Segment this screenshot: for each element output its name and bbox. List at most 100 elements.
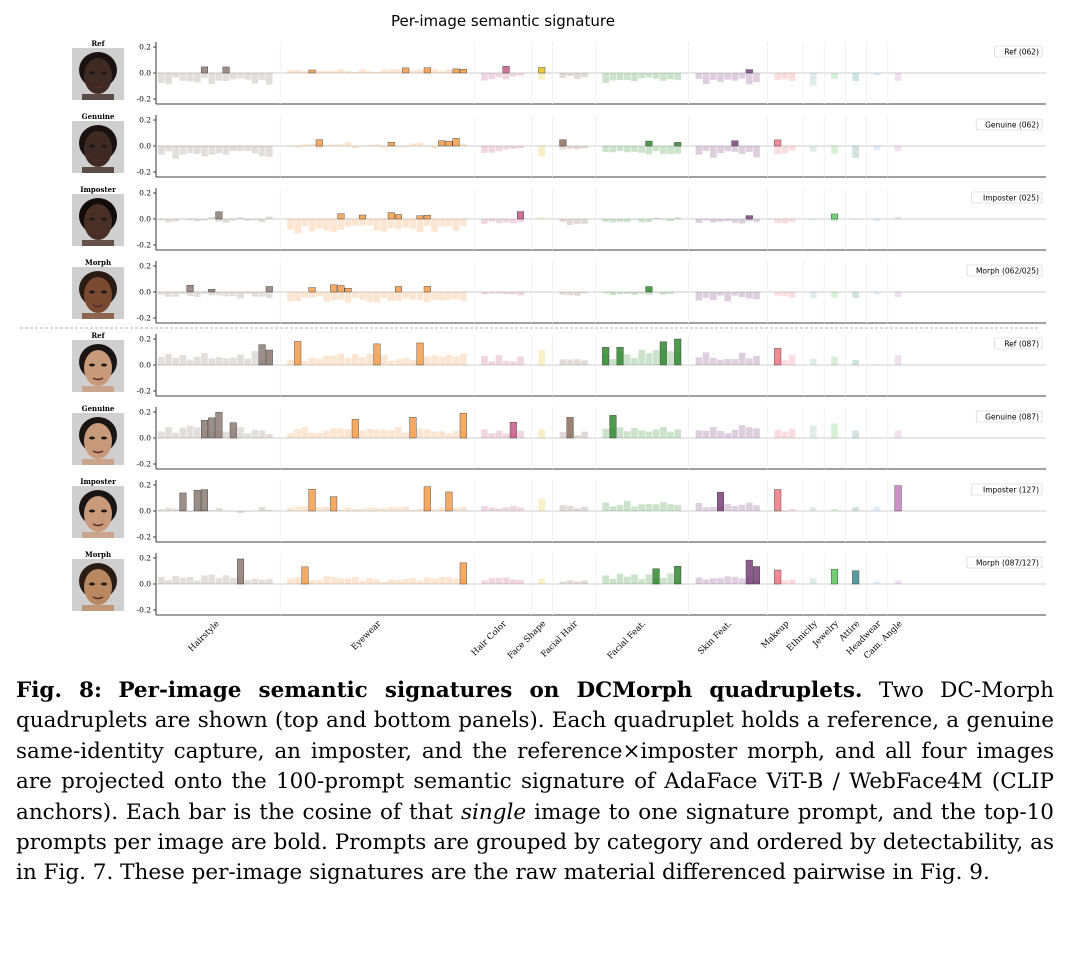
y-tick-label: -0.2 [137, 387, 152, 396]
signature-bar [746, 292, 753, 299]
signature-bar [738, 292, 746, 298]
signature-bar [616, 573, 624, 584]
signature-bar [731, 506, 739, 511]
signature-bar [287, 433, 294, 438]
caption-label: Fig. 8: [16, 678, 102, 703]
signature-bar [753, 355, 760, 365]
signature-bar [488, 73, 495, 79]
signature-bar [287, 578, 294, 584]
signature-bar [201, 353, 208, 365]
signature-bar [402, 146, 409, 148]
signature-bar [631, 427, 638, 438]
signature-bar [616, 427, 624, 438]
signature-bar [431, 146, 438, 149]
top10-bar [423, 67, 431, 74]
signature-bar [852, 73, 859, 81]
signature-bar [201, 73, 208, 78]
signature-bar [179, 355, 187, 365]
signature-bar [215, 578, 223, 584]
signature-bar [667, 573, 674, 584]
signature-bar [222, 431, 230, 438]
signature-bar [366, 354, 373, 365]
signature-bar [409, 577, 417, 584]
signature-bar [502, 577, 510, 584]
signature-bar [424, 219, 431, 226]
signature-bar [781, 511, 789, 513]
caption-text-2: image to one signature prompt, and the t… [16, 799, 1054, 886]
y-tick-label: 0.2 [139, 116, 151, 125]
panel-tag-box [966, 556, 1043, 569]
signature-bar [510, 73, 517, 77]
signature-bar [244, 433, 251, 438]
signature-bar [294, 292, 301, 301]
signature-bar [294, 428, 301, 438]
signature-bar [402, 579, 409, 584]
top10-bar [344, 288, 352, 293]
signature-bar [609, 146, 617, 153]
signature-bar [165, 353, 172, 365]
signature-bar [316, 507, 323, 511]
signature-bar [753, 505, 760, 511]
top10-bar [402, 67, 410, 74]
signature-bar [395, 359, 402, 365]
signature-bar [488, 292, 495, 294]
signature-bar [746, 358, 753, 365]
y-tick-label: -0.2 [137, 314, 152, 323]
signature-bar [344, 292, 352, 303]
signature-bar [481, 292, 488, 295]
signature-bar [616, 73, 624, 81]
signature-bar [316, 146, 323, 149]
signature-bar [753, 146, 760, 158]
top10-bar [559, 139, 567, 147]
signature-bar [559, 359, 567, 365]
signature-bar [873, 506, 881, 511]
top10-bar [330, 496, 338, 512]
signature-bar [502, 360, 510, 365]
caption-title: Per-image semantic signatures on DCMorph… [118, 678, 863, 703]
signature-bar [438, 507, 445, 511]
top10-bar [265, 349, 273, 366]
signature-bar [717, 219, 724, 222]
category-label: Ethnicity [785, 619, 820, 654]
signature-bar [337, 578, 345, 584]
category-label: Hair Color [470, 618, 510, 658]
signature-bar [416, 69, 424, 73]
y-tick-label: 0.0 [139, 288, 151, 297]
top10-bar [308, 287, 316, 293]
signature-bar [323, 292, 330, 302]
top10-bar [774, 348, 782, 366]
signature-bar [445, 69, 453, 73]
signature-bar [301, 219, 309, 227]
top10-bar [193, 489, 201, 512]
signature-bar [538, 429, 545, 438]
signature-bar [460, 219, 467, 226]
panel-tag: Ref (087) [1004, 340, 1039, 349]
signature-bar [488, 577, 495, 584]
signature-bar [566, 219, 574, 225]
signature-bar [301, 292, 309, 298]
signature-bar [781, 146, 789, 154]
signature-bar [308, 579, 316, 584]
signature-bar [388, 360, 395, 365]
signature-bar [638, 430, 645, 438]
signature-bar [831, 146, 838, 154]
signature-bar [438, 219, 445, 227]
signature-bar [667, 504, 674, 511]
top10-bar [609, 415, 617, 439]
signature-bar [460, 353, 467, 365]
signature-bar [186, 577, 194, 584]
signature-bar [788, 219, 796, 222]
signature-bar [538, 292, 545, 293]
signature-bar [251, 146, 259, 154]
signature-bar [624, 219, 631, 223]
signature-bar [158, 146, 165, 155]
signature-bar [186, 292, 194, 297]
signature-bar [781, 292, 789, 297]
signature-bar [301, 361, 309, 365]
signature-bar [602, 219, 609, 222]
signature-bar [337, 69, 345, 73]
signature-bar [388, 507, 395, 511]
top10-bar [502, 66, 510, 74]
signature-bar [638, 219, 645, 223]
signature-bar [237, 511, 244, 514]
